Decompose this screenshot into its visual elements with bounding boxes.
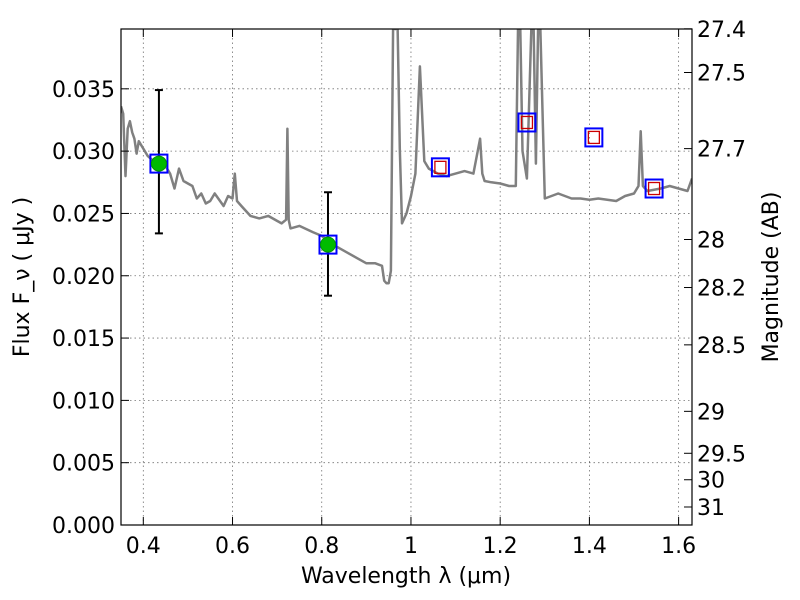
model-band-inner-square	[434, 160, 447, 174]
y-tick-label: 0.030	[52, 140, 115, 165]
y-axis-label: Flux F_ν ( μJy )	[10, 197, 35, 357]
model-band-inner-square	[520, 115, 534, 130]
right-tick-label: 31	[697, 496, 725, 521]
y-tick-label: 0.010	[52, 389, 115, 414]
x-axis-label: Wavelength λ (μm)	[301, 564, 511, 589]
y-tick-label: 0.005	[52, 452, 115, 477]
y-tick-label: 0.035	[52, 78, 115, 103]
model-band-inner-square	[587, 130, 601, 145]
x-tick-label: 1	[404, 534, 418, 559]
x-tick-label: 1.6	[661, 534, 696, 559]
x-tick-label: 0.6	[215, 534, 250, 559]
right-tick-label: 27.7	[697, 138, 746, 163]
y-tick-label: 0.000	[52, 514, 115, 539]
right-tick-label: 28	[697, 228, 725, 253]
x-tick-label: 0.8	[304, 534, 339, 559]
ticks	[121, 28, 692, 526]
markers	[149, 112, 664, 255]
right-tick-label: 28.5	[697, 334, 746, 359]
model-band-square	[644, 178, 664, 199]
model-band-square	[149, 153, 169, 174]
x-tick-label: 1.2	[483, 534, 518, 559]
model-band-inner-square	[647, 181, 661, 196]
x-tick-label: 0.4	[126, 534, 161, 559]
model-band-square	[430, 157, 450, 178]
photometry-point	[319, 236, 336, 253]
spectrum-series	[121, 29, 692, 285]
plot-frame	[120, 28, 693, 526]
right-tick-label: 28.2	[697, 277, 746, 302]
photometry-point	[150, 155, 167, 172]
right-tick-label: 29.5	[697, 442, 746, 467]
right-tick-label: 29	[697, 400, 725, 425]
x-tick-labels: 0.4 0.6 0.8 1 1.2 1.4 1.6	[126, 534, 696, 559]
model-band-square	[517, 112, 537, 133]
right-axis-label: Magnitude (AB)	[759, 192, 784, 363]
right-tick-label: 30	[697, 469, 725, 494]
spectrum-line	[121, 29, 692, 285]
y-tick-label: 0.015	[52, 327, 115, 352]
model-band-square	[584, 127, 604, 148]
right-tick-label: 27.4	[697, 18, 746, 43]
x-tick-label: 1.4	[572, 534, 607, 559]
y-tick-labels: 0.000 0.005 0.010 0.015 0.020 0.025 0.030 0.035	[52, 78, 115, 539]
model-band-square	[318, 234, 338, 255]
right-tick-label: 27.5	[697, 61, 746, 86]
y-tick-label: 0.020	[52, 265, 115, 290]
y-tick-label: 0.025	[52, 202, 115, 227]
